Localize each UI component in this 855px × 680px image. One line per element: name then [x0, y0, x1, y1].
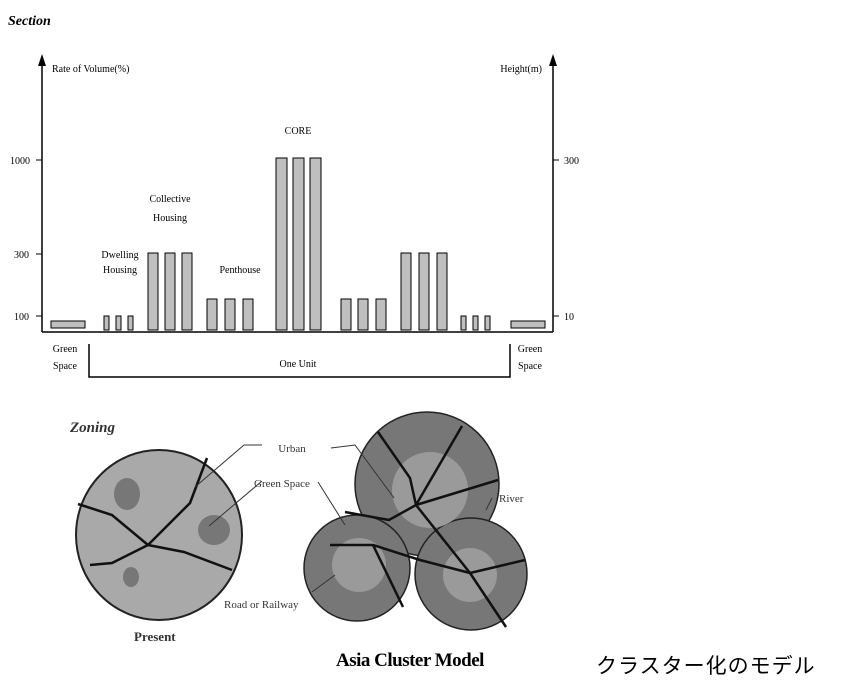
asia-model-label: Asia Cluster Model [336, 650, 484, 671]
bar-core-3 [309, 157, 322, 331]
bar-collective-6 [436, 252, 448, 331]
right-axis-label: Height(m) [500, 64, 542, 75]
present-label: Present [134, 629, 176, 644]
bar-collective-1 [147, 252, 159, 331]
label-collective-2: Housing [153, 213, 187, 224]
bar-green-left [50, 320, 86, 329]
label-green-right-1: Green [518, 344, 542, 355]
bar-penthouse-3 [242, 298, 254, 331]
label-dwelling-1: Dwelling [101, 250, 138, 261]
bar-penthouse-2 [224, 298, 236, 331]
label-dwelling-2: Housing [103, 265, 137, 276]
cluster-roads [330, 425, 526, 628]
bar-dwelling-4 [460, 315, 467, 331]
left-tick-100: 100 [14, 312, 29, 323]
bar-collective-4 [400, 252, 412, 331]
right-tick-10: 10 [564, 312, 574, 323]
label-core: CORE [285, 126, 312, 137]
label-green-left-2: Space [53, 361, 77, 372]
bar-dwelling-5 [472, 315, 479, 331]
bar-core-2 [292, 157, 305, 331]
right-tick-300: 300 [564, 156, 579, 167]
bar-penthouse-1 [206, 298, 218, 331]
label-green-right-2: Space [518, 361, 542, 372]
one-unit-bracket [88, 344, 511, 378]
present-green-2 [198, 515, 230, 545]
present-green-1 [114, 478, 140, 510]
bar-penthouse-6 [375, 298, 387, 331]
bar-dwelling-6 [484, 315, 491, 331]
label-penthouse: Penthouse [219, 265, 261, 276]
bar-dwelling-3 [127, 315, 134, 331]
label-green-left-1: Green [53, 344, 77, 355]
zoning-title: Zoning [69, 420, 116, 436]
caption: クラスター化のモデル [596, 654, 816, 678]
bar-penthouse-4 [340, 298, 352, 331]
left-tick-300: 300 [14, 250, 29, 261]
label-one-unit: One Unit [280, 359, 317, 370]
urban-label: Urban [278, 443, 306, 455]
bar-dwelling-2 [115, 315, 122, 331]
bar-collective-2 [164, 252, 176, 331]
bar-green-right [510, 320, 546, 329]
river-label: River [499, 493, 524, 505]
present-roads [77, 457, 233, 572]
left-tick-1000: 1000 [10, 156, 30, 167]
right-axis-arrow [549, 54, 557, 66]
left-axis-label: Rate of Volume(%) [52, 64, 129, 75]
section-title: Section [8, 14, 51, 29]
bar-collective-3 [181, 252, 193, 331]
callout-lines [194, 444, 493, 593]
label-collective-1: Collective [149, 194, 191, 205]
bar-penthouse-5 [357, 298, 369, 331]
bars [50, 157, 546, 331]
bar-core-1 [275, 157, 288, 331]
bar-collective-5 [418, 252, 430, 331]
road-label: Road or Railway [224, 599, 299, 611]
bar-dwelling-1 [103, 315, 110, 331]
green-space-label: Green Space [254, 478, 310, 490]
left-axis-arrow [38, 54, 46, 66]
present-green-3 [123, 567, 139, 587]
